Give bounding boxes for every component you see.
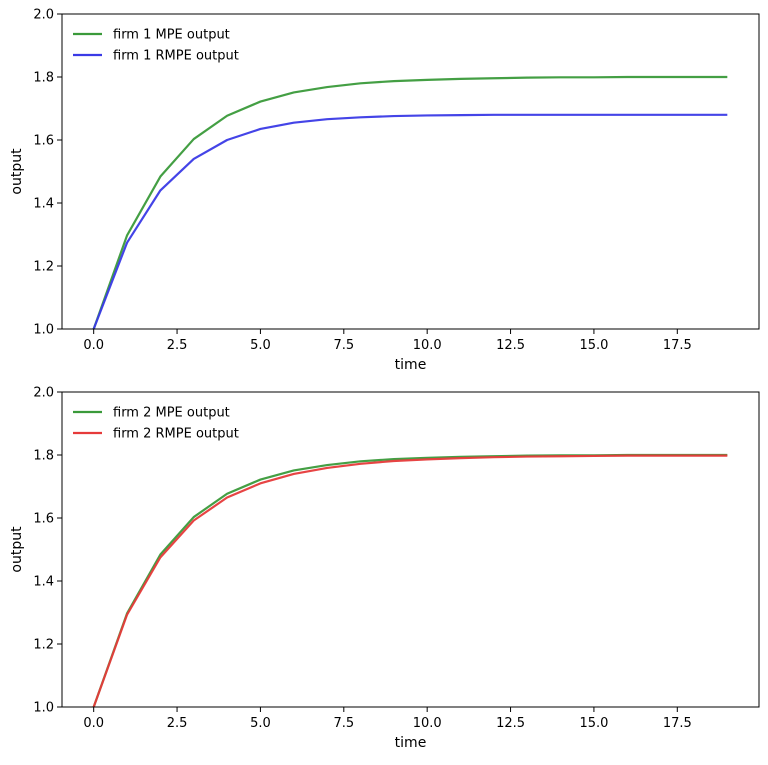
- x-tick-label: 7.5: [333, 716, 354, 731]
- x-axis-label: time: [395, 357, 427, 373]
- legend: firm 1 MPE output firm 1 RMPE output: [73, 28, 239, 64]
- x-tick-label: 0.0: [83, 716, 104, 731]
- y-tick-label: 2.0: [33, 8, 54, 23]
- x-tick-label: 12.5: [496, 716, 525, 731]
- subplot-1: 0.0 2.5 5.0 7.5 10.0 12.5 15.0 17.5 1.0 1.2 1.4 1.6…: [9, 8, 760, 373]
- series-line-2: [92, 113, 728, 330]
- axes-frame: [61, 13, 760, 330]
- x-tick-label: 0.0: [83, 338, 104, 353]
- legend-label: firm 1 MPE output: [113, 28, 230, 43]
- y-tick-label: 2.0: [33, 386, 54, 401]
- x-tick-label: 10.0: [413, 716, 442, 731]
- y-tick-label: 1.6: [33, 134, 54, 149]
- y-tick-label: 1.0: [33, 323, 54, 338]
- x-tick-label: 17.5: [663, 338, 692, 353]
- y-tick-label: 1.4: [33, 575, 54, 590]
- axes-frame: [61, 391, 760, 708]
- y-tick-label: 1.2: [33, 260, 54, 275]
- x-tick-label: 12.5: [496, 338, 525, 353]
- x-tick-label: 2.5: [167, 716, 188, 731]
- x-tick-label: 15.0: [579, 338, 608, 353]
- y-tick-label: 1.0: [33, 701, 54, 716]
- series-line-2: [92, 454, 728, 708]
- x-tick-label: 17.5: [663, 716, 692, 731]
- legend: firm 2 MPE output firm 2 RMPE output: [73, 406, 239, 442]
- x-axis-label: time: [395, 735, 427, 751]
- legend-label: firm 2 MPE output: [113, 406, 230, 421]
- y-tick-label: 1.8: [33, 71, 54, 86]
- x-tick-label: 2.5: [167, 338, 188, 353]
- x-tick-label: 7.5: [333, 338, 354, 353]
- y-tick-label: 1.8: [33, 449, 54, 464]
- legend-label: firm 2 RMPE output: [113, 427, 239, 442]
- y-tick-label: 1.6: [33, 512, 54, 527]
- series-line-1: [92, 75, 728, 330]
- x-tick-label: 15.0: [579, 716, 608, 731]
- x-tick-label: 5.0: [250, 338, 271, 353]
- y-axis-label: output: [9, 148, 25, 195]
- x-tick-label: 5.0: [250, 716, 271, 731]
- subplot-2: 0.0 2.5 5.0 7.5 10.0 12.5 15.0 17.5 1.0 1.2 1.4 1.6…: [9, 386, 760, 751]
- y-axis-label: output: [9, 526, 25, 573]
- series-line-1: [92, 453, 728, 708]
- legend-label: firm 1 RMPE output: [113, 49, 239, 64]
- y-tick-label: 1.4: [33, 197, 54, 212]
- y-tick-label: 1.2: [33, 638, 54, 653]
- x-tick-label: 10.0: [413, 338, 442, 353]
